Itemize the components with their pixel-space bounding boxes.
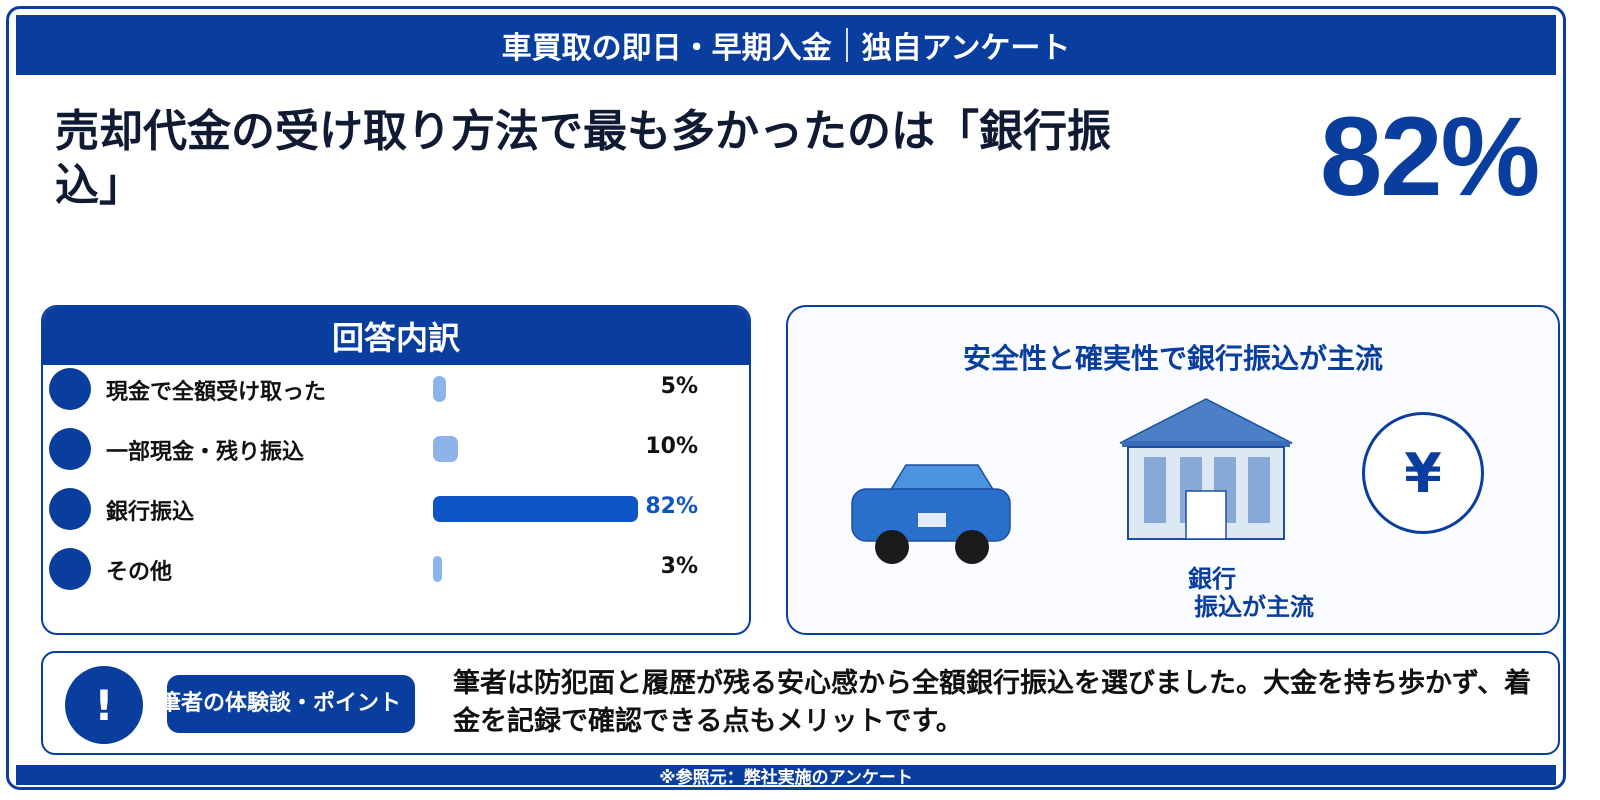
bank-caption-line1: 銀行 bbox=[1188, 565, 1236, 593]
yen-icon: ¥ bbox=[1362, 412, 1484, 534]
title-sub: 独自アンケート bbox=[861, 31, 1071, 66]
point-box: ! 筆者の体験談・ポイント 筆者は防犯面と履歴が残る安心感から全額銀行振込を選び… bbox=[41, 651, 1560, 755]
bar-value-label: 10% bbox=[645, 434, 698, 459]
point-text: 筆者は防犯面と履歴が残る安心感から全額銀行振込を選びました。大金を持ち歩かず、着… bbox=[453, 668, 1532, 737]
bullet-dot bbox=[49, 548, 91, 590]
illustration-panel: 安全性と確実性で銀行振込が主流 ¥ 銀行 振込が主流 bbox=[786, 305, 1560, 635]
exclamation-icon: ! bbox=[65, 666, 143, 744]
bar-value-label: 3% bbox=[660, 554, 698, 579]
bar-track bbox=[433, 556, 638, 582]
bank-caption-line2: 振込が主流 bbox=[1194, 593, 1314, 621]
bar bbox=[433, 436, 458, 462]
card-frame bbox=[6, 6, 1566, 790]
title-separator bbox=[845, 28, 848, 62]
bar-row: 一部現金・残り振込 10% bbox=[43, 428, 749, 472]
highlight-percent: 82% bbox=[1320, 94, 1540, 219]
bar-track bbox=[433, 496, 638, 522]
bar-label: その他 bbox=[106, 560, 173, 585]
bank-caption: 銀行 振込が主流 bbox=[1188, 565, 1314, 621]
bar-row: その他 3% bbox=[43, 548, 749, 592]
bullet-dot bbox=[49, 488, 91, 530]
bar-label: 一部現金・残り振込 bbox=[106, 440, 305, 465]
bar-label: 現金で全額受け取った bbox=[106, 380, 327, 405]
bar-label: 銀行振込 bbox=[106, 500, 195, 525]
breakdown-panel: 回答内訳 現金で全額受け取った 5% 一部現金・残り振込 10% 銀行振込 82% その他 3… bbox=[41, 305, 751, 635]
illustration-title: 安全性と確実性で銀行振込が主流 bbox=[962, 342, 1383, 375]
bar bbox=[433, 376, 446, 402]
bank-icon bbox=[1119, 398, 1293, 540]
footer-source: ※参照元：弊社実施のアンケート bbox=[16, 765, 1556, 788]
bar bbox=[433, 556, 442, 582]
bar-track bbox=[433, 376, 638, 402]
title-bar: 車買取の即日・早期入金 独自アンケート bbox=[16, 15, 1556, 75]
car-icon bbox=[851, 464, 1011, 564]
point-label: 筆者の体験談・ポイント bbox=[167, 675, 415, 733]
bullet-dot bbox=[49, 368, 91, 410]
bar-track bbox=[433, 436, 638, 462]
bar-value-label: 5% bbox=[660, 374, 698, 399]
headline: 売却代金の受け取り方法で最も多かったのは「銀行振込」 bbox=[55, 106, 1111, 211]
bar-row: 銀行振込 82% bbox=[43, 488, 749, 532]
bar-value-label: 82% bbox=[645, 494, 698, 519]
breakdown-title: 回答内訳 bbox=[43, 307, 749, 365]
title-main: 車買取の即日・早期入金 bbox=[501, 31, 832, 66]
bar bbox=[433, 496, 638, 522]
bar-row: 現金で全額受け取った 5% bbox=[43, 368, 749, 412]
bullet-dot bbox=[49, 428, 91, 470]
